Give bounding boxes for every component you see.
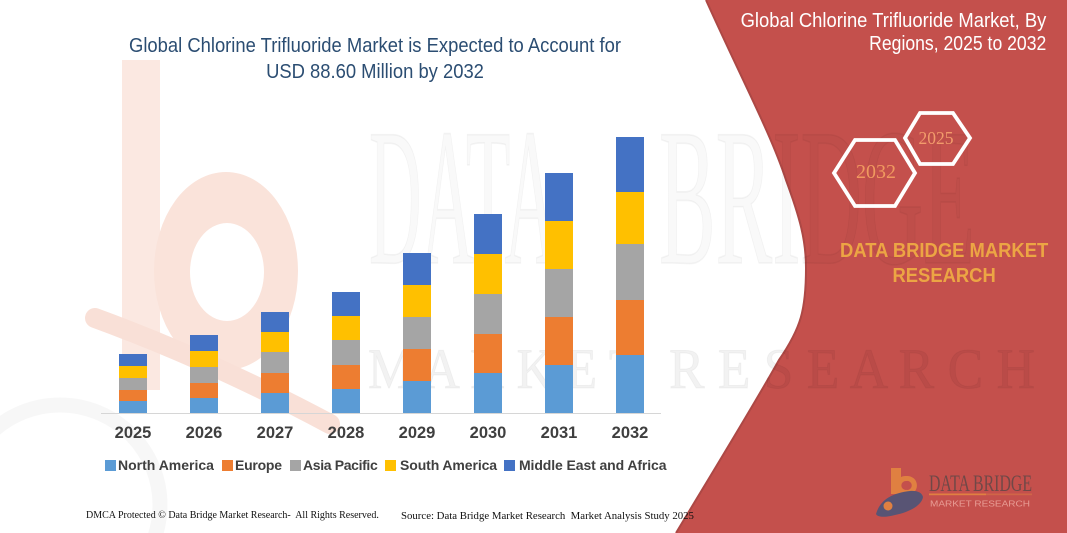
- svg-text:BRIDGE: BRIDGE: [659, 89, 975, 306]
- svg-text:R E S E A R C H: R E S E A R C H: [669, 338, 1035, 401]
- svg-text:MARKET RESEARCH: MARKET RESEARCH: [930, 500, 1030, 509]
- svg-text:2032: 2032: [856, 161, 896, 183]
- svg-text:DATA BRIDGE: DATA BRIDGE: [929, 471, 1032, 496]
- svg-text:2025: 2025: [919, 128, 954, 148]
- svg-text:DATA: DATA: [369, 89, 557, 306]
